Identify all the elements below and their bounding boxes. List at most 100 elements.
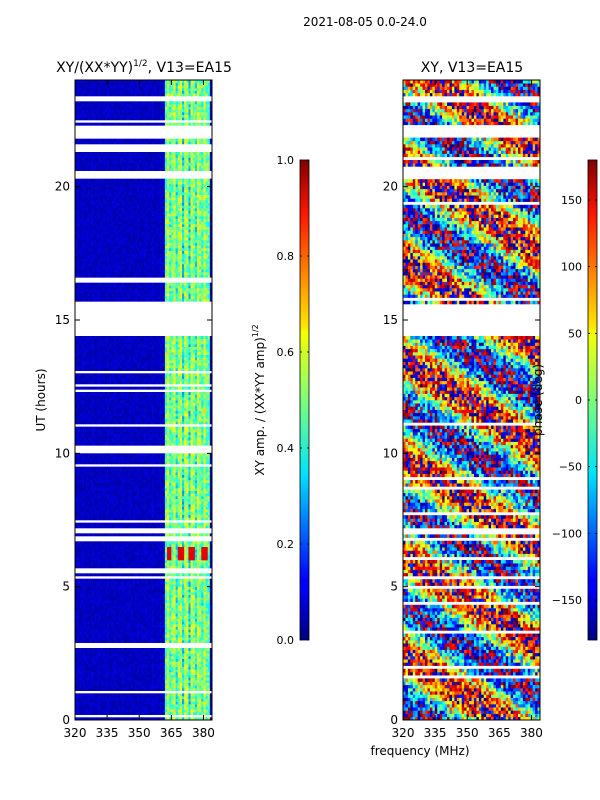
heat-cell	[207, 586, 211, 590]
heat-cell	[158, 672, 161, 675]
heat-cell	[201, 637, 204, 641]
heat-cell	[192, 560, 196, 563]
heat-cell	[107, 637, 110, 641]
heat-cell	[175, 498, 179, 502]
heat-cell	[194, 600, 198, 603]
heat-cell	[141, 541, 144, 545]
heat-cell	[152, 674, 155, 678]
heat-cell	[139, 685, 142, 689]
heat-cell	[147, 669, 151, 673]
heat-cell	[154, 717, 157, 720]
heat-cell	[100, 554, 104, 558]
heat-cell	[205, 605, 209, 609]
heat-cell	[124, 608, 127, 611]
heat-cell	[156, 608, 159, 611]
heat-cell	[89, 557, 93, 561]
heat-cell	[156, 661, 159, 665]
heat-cell	[111, 506, 114, 510]
heat-cell	[175, 610, 179, 614]
heat-cell	[177, 717, 181, 720]
heat-cell	[92, 578, 95, 582]
heat-cell	[199, 717, 202, 720]
heat-cell	[149, 672, 153, 675]
heat-cell	[209, 717, 212, 720]
heat-cell	[75, 602, 78, 606]
heat-cell	[104, 605, 108, 609]
heat-cell	[164, 506, 168, 510]
heat-cell	[205, 504, 209, 507]
heat-cell	[203, 698, 206, 702]
heat-cell	[122, 533, 125, 537]
heat-cell	[104, 650, 108, 654]
heat-cell	[179, 618, 183, 622]
heat-cell	[164, 565, 168, 569]
heat-cell	[173, 565, 176, 569]
heat-cell	[145, 693, 149, 697]
heat-cell	[111, 482, 114, 486]
heat-cell	[117, 656, 121, 659]
heat-cell	[175, 544, 179, 547]
heat-cell	[203, 682, 206, 686]
heat-cell	[201, 666, 204, 670]
heat-cell	[147, 688, 151, 691]
heat-cell	[182, 653, 185, 657]
heat-cell	[141, 586, 144, 590]
heat-cell	[77, 581, 80, 585]
heat-cell	[190, 546, 194, 550]
heat-cell	[94, 586, 97, 590]
heat-cell	[141, 688, 144, 691]
heat-cell	[169, 696, 172, 699]
heat-cell	[119, 712, 123, 715]
heat-cell	[134, 677, 138, 681]
heat-cell	[92, 546, 95, 550]
heat-cell	[209, 506, 212, 510]
heat-cell	[145, 653, 149, 657]
heat-cell	[203, 717, 206, 720]
heat-cell	[162, 482, 166, 486]
heat-cell	[143, 493, 146, 497]
heat-cell	[85, 573, 89, 577]
heat-cell	[132, 634, 136, 638]
heat-cell	[177, 533, 181, 537]
heat-cell	[126, 586, 129, 590]
heat-cell	[175, 573, 179, 577]
heat-cell	[149, 525, 153, 529]
heat-cell	[128, 554, 131, 558]
heat-cell	[207, 488, 211, 491]
heat-cell	[156, 616, 159, 619]
heat-cell	[122, 696, 125, 699]
heat-cell	[171, 624, 174, 627]
heat-cell	[171, 560, 174, 563]
heat-cell	[164, 674, 168, 678]
heat-cell	[104, 680, 108, 683]
heat-cell	[92, 613, 95, 617]
heat-cell	[164, 488, 168, 491]
heat-cell	[154, 626, 157, 630]
heat-cell	[184, 600, 187, 603]
heat-cell	[104, 480, 108, 483]
heat-cell	[184, 608, 187, 611]
heat-cell	[182, 634, 185, 638]
heat-cell	[177, 618, 181, 622]
heat-cell	[130, 594, 134, 598]
heat-cell	[87, 594, 91, 598]
heat-cell	[132, 666, 136, 670]
heat-cell	[162, 672, 166, 675]
heat-cell	[197, 504, 200, 507]
heat-cell	[89, 648, 93, 651]
heat-cell	[186, 549, 189, 553]
heat-cell	[109, 514, 112, 518]
heat-cell	[94, 653, 97, 657]
heat-cell	[137, 664, 140, 667]
heat-cell	[109, 589, 112, 593]
heat-cell	[160, 640, 164, 643]
heat-cell	[201, 565, 204, 569]
heat-cell	[113, 664, 116, 667]
heat-cell	[184, 589, 187, 593]
heat-cell	[115, 677, 119, 681]
heat-cell	[177, 672, 181, 675]
heat-cell	[173, 634, 176, 638]
heat-cell	[209, 706, 212, 710]
heat-cell	[141, 525, 144, 529]
heat-cell	[188, 640, 191, 643]
